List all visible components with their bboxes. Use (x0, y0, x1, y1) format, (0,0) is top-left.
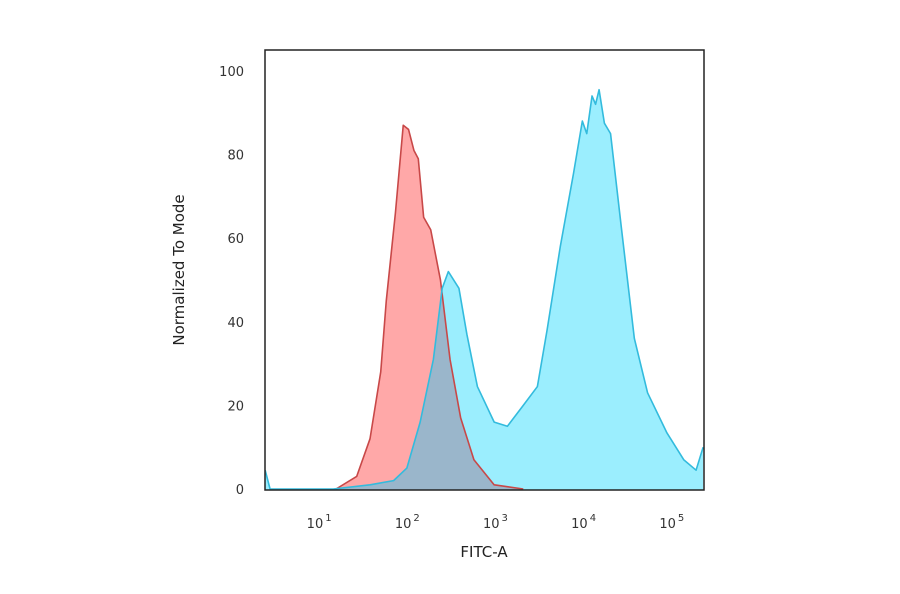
x-tick-label: 10 5 (659, 513, 684, 532)
x-tick-exponent: 2 (413, 513, 419, 524)
x-tick-exponent: 3 (502, 513, 508, 524)
y-axis-label: Normalized To Mode (170, 194, 188, 345)
x-tick-exponent: 5 (678, 513, 684, 524)
x-tick-label: 10 2 (395, 513, 420, 532)
series-1-fill (265, 89, 704, 490)
y-tick-label: 20 (227, 399, 244, 414)
overlap-fill (336, 293, 524, 490)
x-tick-base: 10 (659, 517, 676, 532)
x-axis: 10 1 10 2 10 3 10 4 10 5 (307, 513, 685, 532)
x-tick-label: 10 1 (307, 513, 332, 532)
series-0-line (335, 124, 524, 490)
y-tick-label: 0 (236, 483, 244, 498)
y-axis: 0 20 40 60 80 100 (219, 65, 244, 498)
plot-area (264, 88, 704, 490)
y-tick-label: 80 (227, 149, 244, 164)
x-axis-label: FITC-A (460, 543, 508, 561)
x-tick-base: 10 (307, 517, 324, 532)
x-tick-exponent: 1 (325, 513, 331, 524)
x-tick-label: 10 4 (571, 513, 596, 532)
x-tick-label: 10 3 (483, 513, 508, 532)
y-tick-label: 60 (227, 232, 244, 247)
x-tick-base: 10 (395, 517, 412, 532)
y-tick-label: 40 (227, 316, 244, 331)
y-tick-label: 100 (219, 65, 244, 80)
x-tick-base: 10 (483, 517, 500, 532)
x-tick-base: 10 (571, 517, 588, 532)
x-tick-exponent: 4 (590, 513, 596, 524)
plot-frame (264, 49, 705, 491)
series-1-line (264, 88, 704, 490)
series-0-fill (336, 125, 524, 490)
